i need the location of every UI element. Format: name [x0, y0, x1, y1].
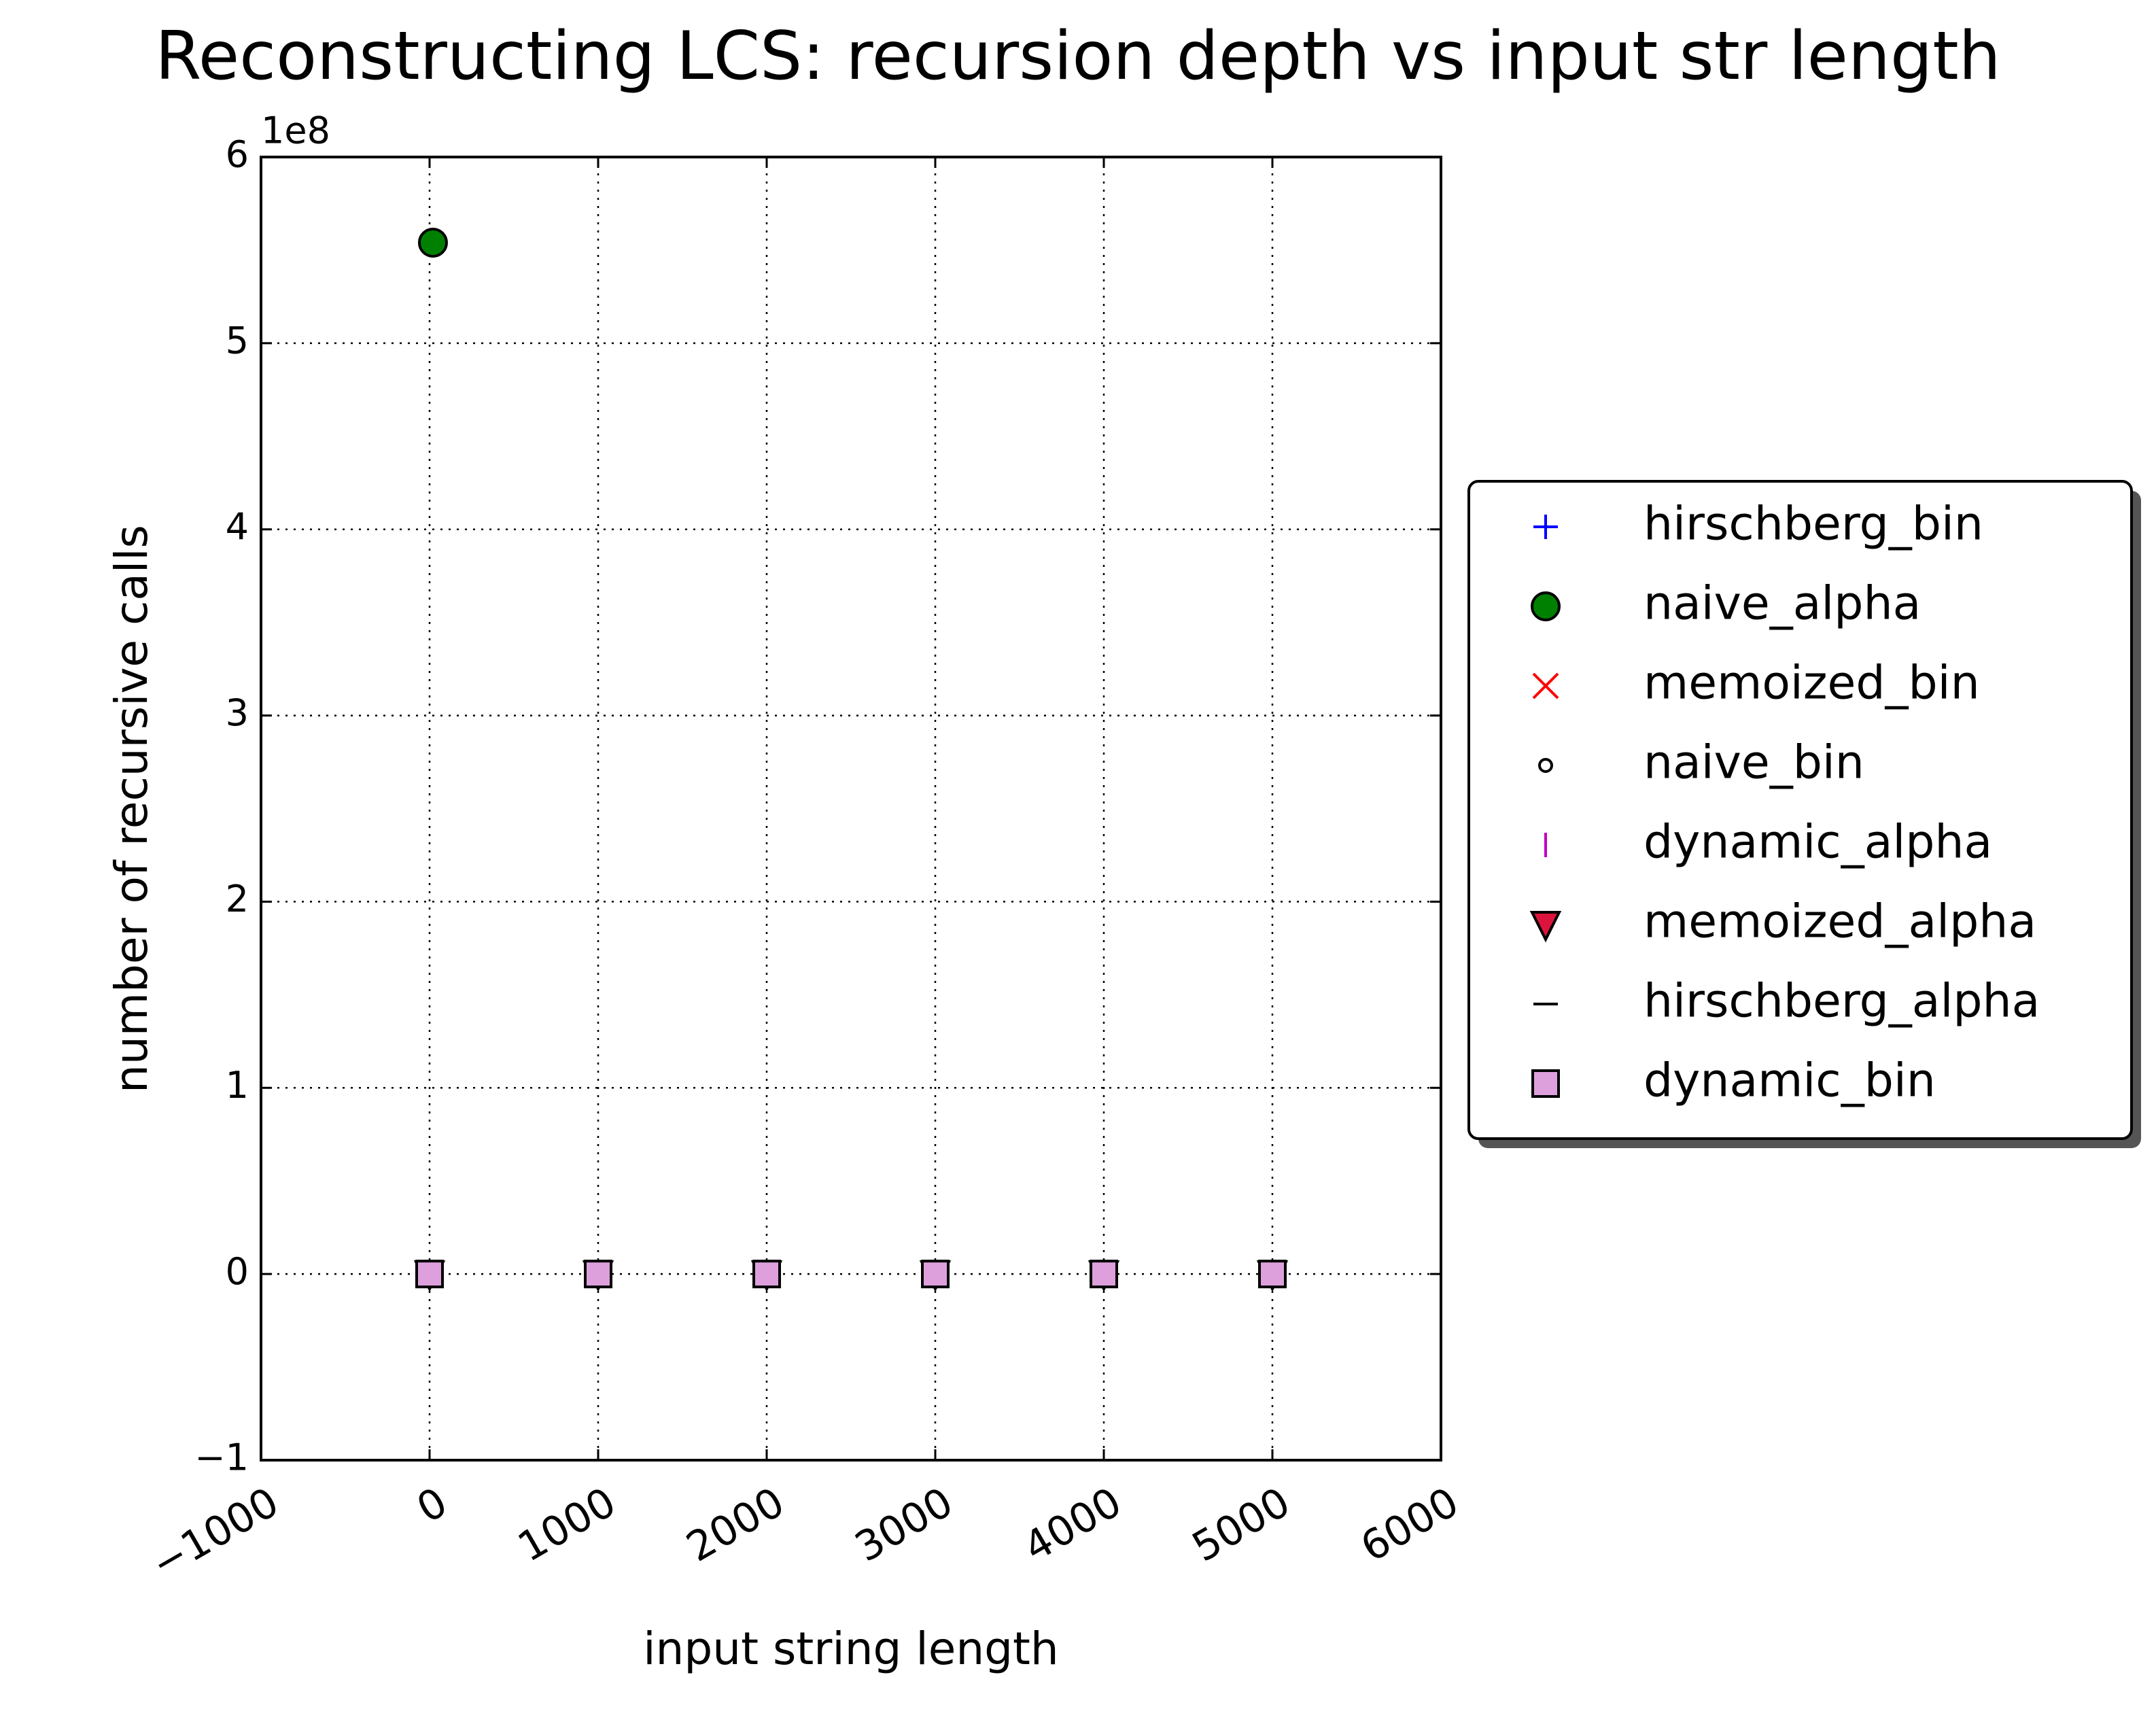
y-tick-label: 5: [226, 319, 249, 362]
data-point: [415, 1260, 444, 1289]
plot-frame: [260, 156, 1442, 1462]
legend-label: hirschberg_alpha: [1644, 975, 2040, 1029]
y-offset-label: 1e8: [261, 109, 330, 152]
legend-marker: [1538, 758, 1553, 773]
data-point: [752, 1260, 781, 1289]
legend-marker: [1529, 911, 1562, 943]
legend-marker: [1533, 515, 1558, 539]
chart-title: Reconstructing LCS: recursion depth vs i…: [155, 18, 2001, 95]
legend-label: hirschberg_bin: [1644, 498, 1983, 551]
legend-label: memoized_alpha: [1644, 895, 2036, 949]
y-tick-label: 3: [226, 691, 249, 734]
y-tick-label: 4: [226, 505, 249, 548]
y-axis-label: number of recursive calls: [105, 525, 158, 1093]
legend: [1467, 480, 2133, 1140]
legend-label: memoized_bin: [1644, 657, 1980, 710]
x-axis-label: input string length: [643, 1623, 1059, 1675]
y-tick-label: 1: [226, 1064, 249, 1107]
y-tick-label: 2: [226, 878, 249, 920]
data-point: [1258, 1260, 1287, 1289]
y-tick-label: 0: [226, 1250, 249, 1293]
legend-label: dynamic_alpha: [1644, 816, 1992, 869]
legend-label: naive_bin: [1644, 736, 1864, 790]
legend-marker: [1531, 591, 1561, 621]
data-point: [921, 1260, 950, 1289]
legend-label: dynamic_bin: [1644, 1054, 1936, 1108]
legend-label: naive_alpha: [1644, 577, 1921, 631]
data-point: [1090, 1260, 1118, 1289]
legend-marker: [1532, 672, 1559, 699]
data-point: [417, 227, 448, 258]
y-tick-label: 6: [226, 133, 249, 176]
y-tick-label: −1: [194, 1436, 249, 1479]
legend-marker: [1531, 1069, 1560, 1098]
data-point: [584, 1260, 612, 1289]
